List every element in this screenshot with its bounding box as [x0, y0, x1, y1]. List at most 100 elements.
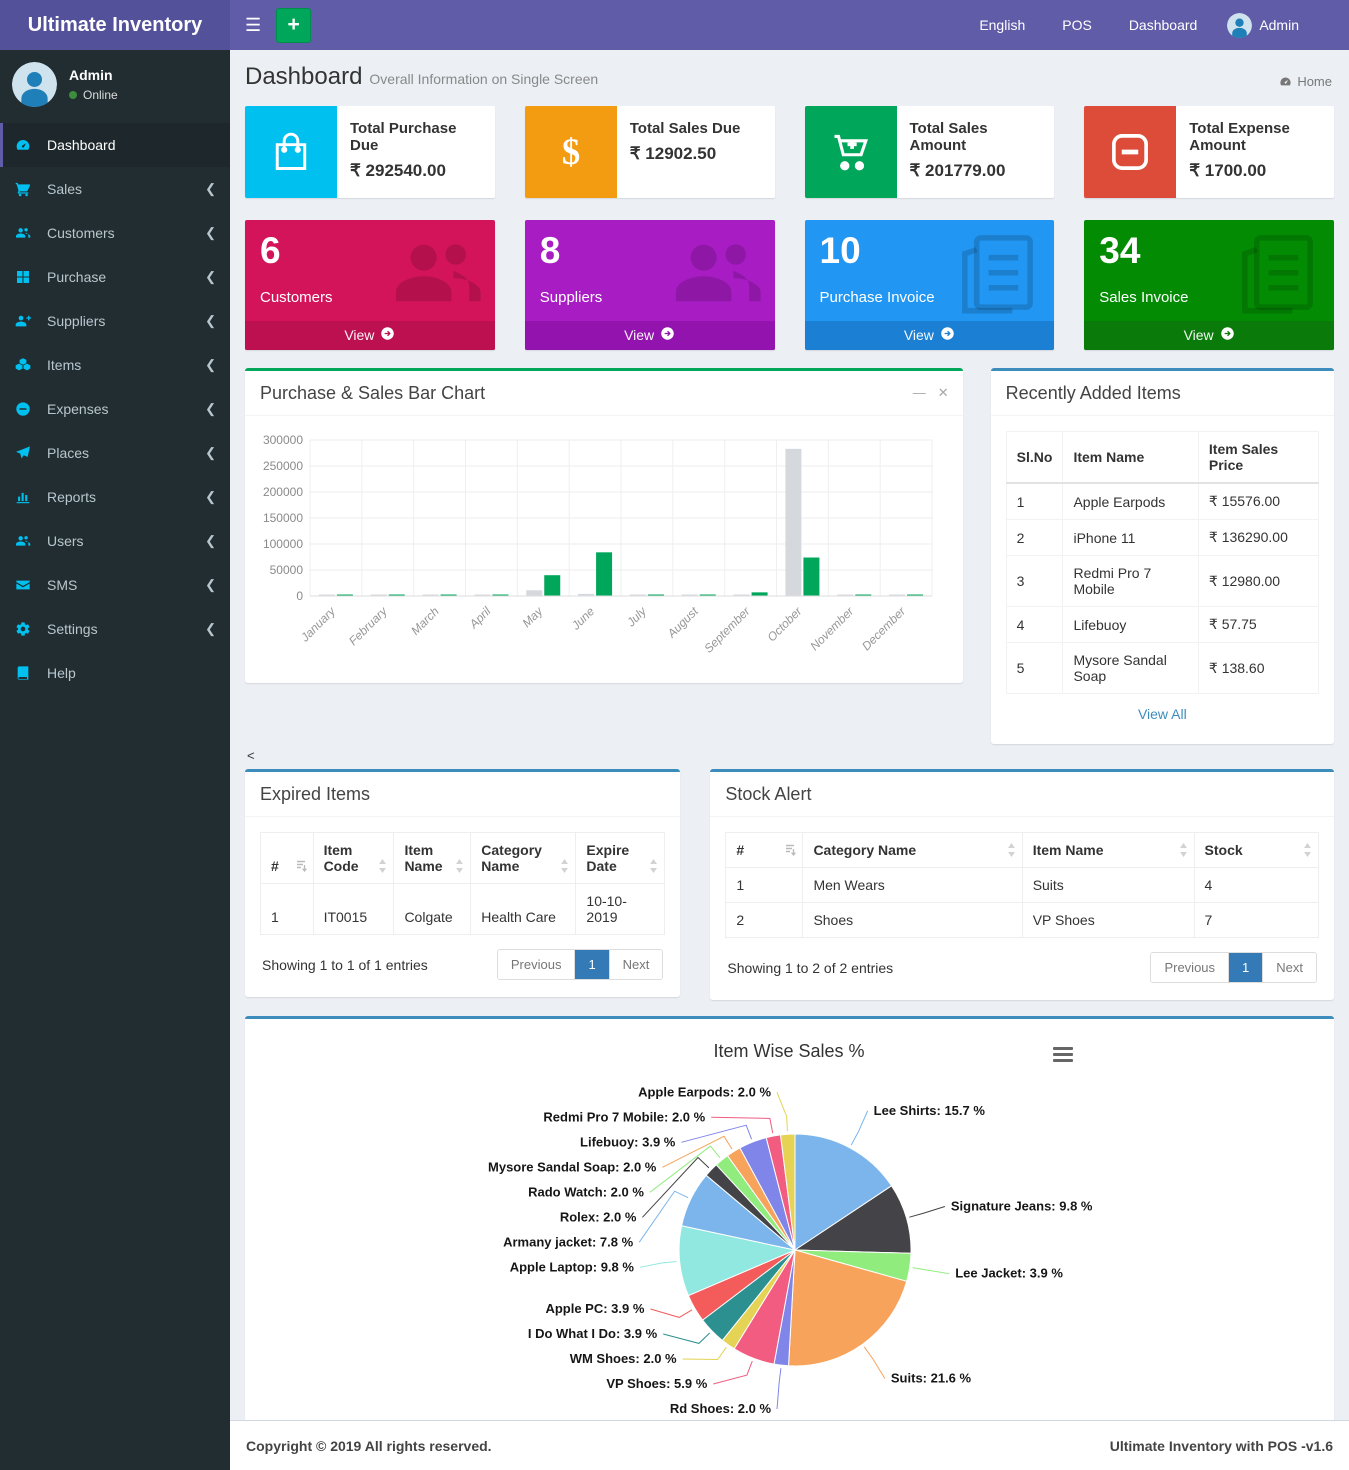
- sidebar-item-expenses[interactable]: Expenses ❮: [0, 387, 230, 431]
- svg-text:VP Shoes: 5.9 %: VP Shoes: 5.9 %: [606, 1376, 707, 1391]
- sidebar-item-help[interactable]: Help: [0, 651, 230, 695]
- next-page-button[interactable]: Next: [1263, 953, 1316, 982]
- purchase-sales-chart-panel: Purchase & Sales Bar Chart — ✕ 0 50000 100…: [245, 368, 963, 683]
- table-cell: 2: [1005, 519, 1064, 556]
- main-content: Dashboard Overall Information on Single S…: [230, 50, 1349, 1468]
- sidebar-item-reports[interactable]: Reports ❮: [0, 475, 230, 519]
- summary-card-label: Suppliers: [539, 288, 603, 306]
- summary-card-count: 6: [260, 230, 281, 271]
- column-header-sortable[interactable]: Item Name: [1021, 832, 1195, 868]
- expired-items-table: # Item Code Item Name Category Name Expire D…: [260, 832, 666, 935]
- chevron-left-icon: ❮: [205, 313, 216, 328]
- chevron-left-icon: ❮: [205, 489, 216, 504]
- page-number-button[interactable]: 1: [1229, 953, 1264, 982]
- svg-text:Lee Shirts: 15.7 %: Lee Shirts: 15.7 %: [874, 1103, 986, 1118]
- pos-link[interactable]: POS: [1055, 17, 1092, 33]
- svg-text:February: February: [346, 604, 391, 649]
- sidebar-item-suppliers[interactable]: Suppliers ❮: [0, 299, 230, 343]
- sort-icon: [649, 859, 658, 873]
- user-name-label: Admin: [1259, 17, 1299, 33]
- table-row: 2 Shoes VP Shoes 7: [725, 902, 1320, 938]
- table-cell: 10-10-2019: [575, 883, 666, 935]
- dashboard-label: Dashboard: [1128, 17, 1198, 33]
- column-header-sortable[interactable]: #: [725, 832, 804, 868]
- sort-icon: [560, 859, 569, 873]
- brand-logo[interactable]: Ultimate Inventory: [0, 0, 230, 50]
- column-header-sortable[interactable]: #: [260, 832, 314, 884]
- page-number-button[interactable]: 1: [575, 950, 610, 979]
- sort-icon: [455, 859, 464, 873]
- user-menu[interactable]: Admin: [1227, 12, 1299, 38]
- table-cell: 5: [1005, 642, 1064, 694]
- breadcrumb-home-label: Home: [1297, 74, 1332, 89]
- view-link[interactable]: View: [1084, 321, 1334, 350]
- chevron-left-icon: ❮: [205, 577, 216, 592]
- view-link[interactable]: View: [804, 321, 1055, 350]
- language-menu[interactable]: English: [979, 17, 1025, 33]
- sidebar-item-users[interactable]: Users ❮: [0, 519, 230, 563]
- stat-cards-row: Total Purchase Due ₹ 292540.00 $ Total Sale…: [245, 106, 1334, 198]
- close-icon[interactable]: ✕: [937, 385, 949, 400]
- chevron-left-icon: ❮: [205, 269, 216, 284]
- svg-text:Signature Jeans: 9.8 %: Signature Jeans: 9.8 %: [951, 1198, 1093, 1213]
- sidebar-item-settings[interactable]: Settings ❮: [0, 607, 230, 651]
- bag-icon: [245, 106, 337, 198]
- table-row: 2 iPhone 11 ₹ 136290.00: [1005, 519, 1320, 556]
- summary-card-label: Purchase Invoice: [819, 288, 935, 306]
- minimize-icon[interactable]: —: [912, 385, 926, 400]
- table-cell: 2: [725, 902, 804, 938]
- breadcrumb[interactable]: Home: [1279, 74, 1332, 89]
- sidebar-item-purchase[interactable]: Purchase ❮: [0, 255, 230, 299]
- dollar-icon: $: [524, 106, 617, 198]
- column-header-sortable[interactable]: Expire Date: [575, 832, 666, 884]
- view-all-link[interactable]: View All: [1137, 706, 1187, 722]
- column-header-sortable[interactable]: Item Name: [393, 832, 472, 884]
- chevron-left-icon: ❮: [205, 181, 216, 196]
- table-row: 4 Lifebuoy ₹ 57.75: [1005, 606, 1320, 643]
- sidebar-item-sms[interactable]: SMS ❮: [0, 563, 230, 607]
- previous-page-button[interactable]: Previous: [1151, 953, 1230, 982]
- sidebar-user-panel: Admin Online: [0, 50, 230, 121]
- chart-context-menu-icon[interactable]: [1053, 1047, 1073, 1062]
- column-header-sortable[interactable]: Stock: [1193, 832, 1320, 868]
- svg-text:200000: 200000: [263, 485, 303, 499]
- column-header-sortable[interactable]: Category Name: [802, 832, 1023, 868]
- stat-card-value: ₹ 1700.00: [1189, 161, 1267, 180]
- column-header-sortable[interactable]: Category Name: [470, 832, 577, 884]
- view-link[interactable]: View: [245, 321, 495, 350]
- sidebar-item-customers[interactable]: Customers ❮: [0, 211, 230, 255]
- svg-text:Suits: 21.6 %: Suits: 21.6 %: [891, 1371, 972, 1386]
- table-cell: Colgate: [393, 883, 472, 935]
- dashboard-link[interactable]: Dashboard: [1122, 17, 1198, 33]
- copyright-text: Copyright © 2019 All rights reserved.: [246, 1437, 492, 1454]
- view-label: View: [903, 327, 934, 343]
- sidebar-item-label: Suppliers: [47, 313, 106, 329]
- svg-text:Apple Earpods: 2.0 %: Apple Earpods: 2.0 %: [638, 1084, 771, 1099]
- table-cell: IT0015: [312, 883, 395, 935]
- svg-text:Armany jacket: 7.8 %: Armany jacket: 7.8 %: [503, 1234, 634, 1249]
- stock-alert-table: # Category Name Item Name Stock 1 Men Wears Su…: [725, 832, 1320, 938]
- arrow-circle-right-icon: [940, 326, 955, 344]
- view-link[interactable]: View: [524, 321, 775, 350]
- cart-icon: [15, 181, 39, 197]
- sidebar-item-places[interactable]: Places ❮: [0, 431, 230, 475]
- column-header-sortable[interactable]: Item Code: [312, 832, 395, 884]
- table-cell: ₹ 136290.00: [1197, 519, 1320, 556]
- quick-add-button[interactable]: +: [276, 7, 312, 43]
- stat-card-value: ₹ 12902.50: [629, 144, 717, 163]
- sidebar-item-items[interactable]: Items ❮: [0, 343, 230, 387]
- sidebar-toggle-icon[interactable]: ☰: [245, 14, 262, 35]
- next-page-button[interactable]: Next: [609, 950, 663, 979]
- sidebar-item-sales[interactable]: Sales ❮: [0, 167, 230, 211]
- previous-page-button[interactable]: Previous: [497, 950, 576, 979]
- users-icon: [670, 226, 765, 326]
- sort-icon: [1007, 843, 1016, 857]
- sidebar-item-label: Expenses: [47, 401, 109, 417]
- chart-panel-title: Purchase & Sales Bar Chart: [260, 383, 486, 403]
- svg-text:April: April: [466, 604, 494, 632]
- home-icon: [1279, 75, 1292, 88]
- sidebar-item-dashboard[interactable]: Dashboard: [0, 123, 230, 167]
- svg-text:March: March: [408, 604, 442, 638]
- summary-cards-row: 6 Customers View 8 Suppliers View 10 Purchase I…: [245, 220, 1334, 350]
- table-cell: Lifebuoy: [1062, 606, 1199, 643]
